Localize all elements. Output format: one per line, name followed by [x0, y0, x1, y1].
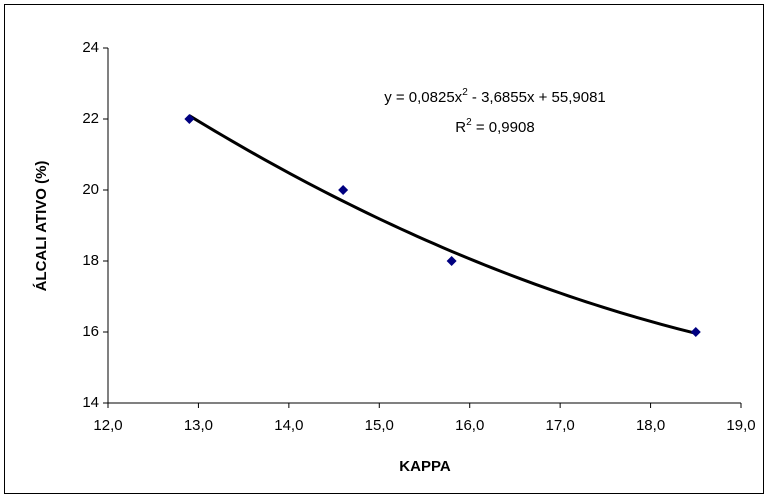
- x-tick-label: 18,0: [636, 417, 665, 434]
- y-tick-label: 20: [82, 181, 99, 198]
- x-tick-label: 17,0: [546, 417, 575, 434]
- trend-equation-part: 2: [462, 87, 468, 98]
- trend-equation: y = 0,0825x2 - 3,6855x + 55,9081: [384, 87, 606, 106]
- data-point: [690, 327, 701, 337]
- x-tick-label: 19,0: [726, 417, 755, 434]
- x-tick-label: 16,0: [455, 417, 484, 434]
- data-point: [184, 114, 195, 124]
- x-tick-label: 13,0: [184, 417, 213, 434]
- y-tick-label: 24: [82, 39, 99, 56]
- trend-r-squared: R2 = 0,9908: [455, 117, 534, 136]
- x-tick-label: 14,0: [274, 417, 303, 434]
- y-tick-label: 18: [82, 252, 99, 269]
- chart-border: [4, 4, 764, 494]
- data-point: [338, 185, 349, 195]
- trend-r-squared-part: = 0,9908: [472, 119, 535, 136]
- trend-equation-part: - 3,6855x + 55,9081: [468, 89, 606, 106]
- trend-equation-part: y = 0,0825x: [384, 89, 462, 106]
- y-axis-title: ÁLCALI ATIVO (%): [33, 161, 50, 292]
- data-point: [446, 256, 457, 266]
- y-tick-label: 16: [82, 323, 99, 340]
- y-tick-label: 14: [82, 394, 99, 411]
- trendline: [188, 114, 697, 335]
- x-axis-title: KAPPA: [399, 458, 451, 475]
- trend-r-squared-part: R: [455, 119, 466, 136]
- y-tick-label: 22: [82, 110, 99, 127]
- x-tick-label: 12,0: [93, 417, 122, 434]
- x-tick-label: 15,0: [365, 417, 394, 434]
- trend-r-squared-part: 2: [466, 117, 472, 128]
